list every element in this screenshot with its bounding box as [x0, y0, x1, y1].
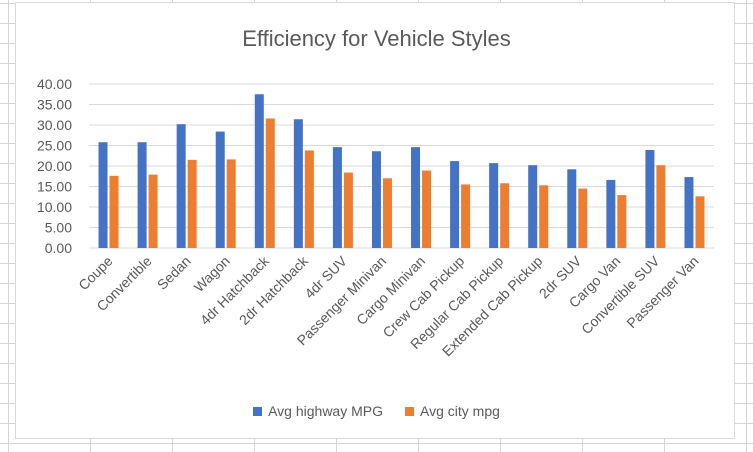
bar-highway-mpg[interactable]: [489, 163, 499, 248]
bar-city-mpg[interactable]: [187, 159, 197, 248]
legend-item-highway: Avg highway MPG: [253, 403, 383, 419]
legend-item-city: Avg city mpg: [405, 403, 500, 419]
bar-city-mpg[interactable]: [695, 196, 705, 248]
bar-highway-mpg[interactable]: [176, 124, 186, 248]
bar-highway-mpg[interactable]: [332, 147, 342, 248]
bar-city-mpg[interactable]: [343, 172, 353, 248]
bar-city-mpg[interactable]: [461, 184, 471, 248]
bar-highway-mpg[interactable]: [215, 131, 225, 248]
y-tick-label: 0.00: [45, 240, 72, 256]
bar-city-mpg[interactable]: [109, 175, 119, 248]
bar-highway-mpg[interactable]: [137, 142, 147, 248]
y-tick-label: 5.00: [45, 220, 72, 236]
bar-highway-mpg[interactable]: [567, 169, 577, 248]
bar-city-mpg[interactable]: [617, 195, 627, 248]
bar-city-mpg[interactable]: [422, 170, 432, 248]
bar-city-mpg[interactable]: [265, 118, 275, 248]
bar-city-mpg[interactable]: [500, 183, 510, 248]
y-tick-label: 30.00: [37, 117, 72, 133]
bar-city-mpg[interactable]: [382, 178, 392, 248]
y-tick-label: 15.00: [37, 179, 72, 195]
bar-city-mpg[interactable]: [578, 188, 588, 248]
legend-label-city: Avg city mpg: [420, 403, 500, 419]
y-tick-label: 20.00: [37, 158, 72, 174]
bar-highway-mpg[interactable]: [98, 142, 108, 248]
bar-city-mpg[interactable]: [148, 174, 158, 248]
bar-city-mpg[interactable]: [304, 150, 314, 248]
chart-title: Efficiency for Vehicle Styles: [242, 26, 511, 51]
x-tick-label: Cargo Minivan: [353, 253, 428, 328]
y-tick-label: 25.00: [37, 138, 72, 154]
bar-highway-mpg[interactable]: [371, 151, 381, 248]
x-tick-label: Sedan: [154, 253, 194, 293]
bar-highway-mpg[interactable]: [411, 147, 421, 248]
y-tick-label: 10.00: [37, 199, 72, 215]
y-tick-label: 40.00: [37, 76, 72, 92]
bar-city-mpg[interactable]: [539, 185, 549, 248]
y-tick-label: 35.00: [37, 97, 72, 113]
bar-city-mpg[interactable]: [656, 165, 666, 248]
bar-highway-mpg[interactable]: [450, 161, 460, 248]
legend-swatch-highway: [253, 406, 263, 416]
bar-highway-mpg[interactable]: [254, 94, 264, 248]
legend: Avg highway MPG Avg city mpg: [0, 403, 753, 419]
legend-label-highway: Avg highway MPG: [268, 403, 383, 419]
x-tick-label: Passenger Van: [623, 253, 701, 331]
legend-swatch-city: [405, 406, 414, 416]
bar-highway-mpg[interactable]: [293, 119, 303, 248]
bar-highway-mpg[interactable]: [645, 150, 655, 248]
bar-city-mpg[interactable]: [226, 159, 236, 248]
bar-highway-mpg[interactable]: [606, 179, 616, 248]
bar-highway-mpg[interactable]: [684, 177, 694, 248]
bar-highway-mpg[interactable]: [528, 165, 538, 248]
